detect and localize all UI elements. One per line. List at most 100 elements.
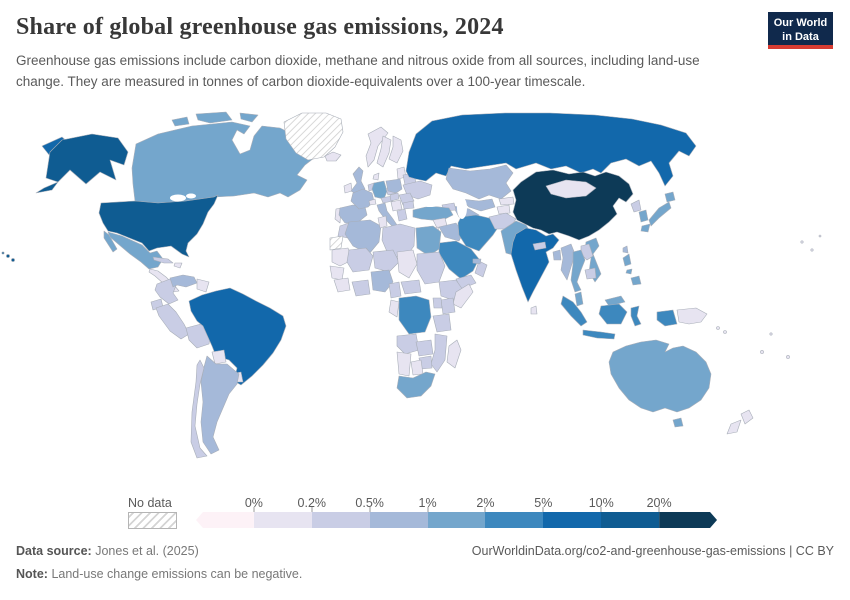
country-united-states-hawaii2[interactable] (11, 258, 15, 262)
no-data-swatch[interactable] (128, 512, 177, 529)
country-saudi-arabia[interactable] (438, 240, 480, 280)
country-central-african-republic[interactable] (400, 279, 422, 295)
country-indonesia-sulawesi[interactable] (630, 305, 642, 327)
country-tanzania[interactable] (432, 313, 452, 333)
country-madagascar[interactable] (446, 339, 462, 369)
country-switzerland[interactable] (368, 198, 377, 206)
country-botswana[interactable] (410, 359, 424, 376)
country-bangladesh[interactable] (552, 249, 562, 261)
country-guinea[interactable] (333, 277, 351, 293)
country-malaysia-peninsula[interactable] (574, 291, 584, 307)
country-canada-arctic2[interactable] (239, 112, 259, 123)
country-solomon2[interactable] (723, 330, 727, 334)
country-indonesia-java[interactable] (582, 329, 616, 340)
legend-bin[interactable] (543, 512, 602, 528)
country-tunisia[interactable] (377, 215, 388, 229)
country-hispaniola[interactable] (173, 262, 183, 269)
country-peru[interactable] (155, 303, 190, 340)
legend-bin[interactable] (196, 512, 254, 528)
country-denmark[interactable] (372, 172, 380, 181)
country-philippines-visayas[interactable] (625, 268, 633, 275)
country-australia[interactable] (608, 339, 712, 413)
country-japan-honshu[interactable] (648, 201, 672, 227)
legend-bin[interactable] (485, 512, 544, 528)
country-australia-tasmania[interactable] (672, 417, 684, 428)
country-new-zealand-south[interactable] (726, 419, 742, 435)
country-chile[interactable] (190, 359, 208, 459)
country-norway[interactable] (365, 126, 389, 168)
country-japan-kyushu[interactable] (640, 223, 651, 233)
country-nigeria[interactable] (370, 269, 394, 293)
country-nepal[interactable] (532, 241, 547, 251)
country-angola[interactable] (396, 333, 420, 355)
country-pacific-fiji[interactable] (786, 355, 790, 359)
country-kazakhstan[interactable] (445, 164, 514, 200)
country-poland[interactable] (385, 178, 403, 194)
country-united-states-hawaii1[interactable] (6, 254, 10, 258)
country-indonesia-sumatra[interactable] (560, 295, 588, 327)
legend-bin[interactable] (253, 512, 312, 528)
country-iceland[interactable] (324, 151, 342, 162)
country-zambia[interactable] (415, 339, 434, 357)
owid-attribution-link[interactable]: OurWorldinData.org/co2-and-greenhouse-ga… (471, 544, 834, 558)
country-mexico[interactable] (107, 231, 164, 270)
country-sweden[interactable] (376, 135, 392, 168)
country-solomon1[interactable] (716, 326, 720, 330)
country-kyrgyzstan[interactable] (498, 196, 515, 206)
country-turkey[interactable] (412, 205, 454, 222)
country-pacific-vanuatu[interactable] (769, 332, 773, 336)
country-russia[interactable] (405, 112, 697, 187)
country-united-states-aleutians[interactable] (35, 181, 59, 194)
country-united-states-hawaii3[interactable] (1, 251, 5, 255)
country-cambodia[interactable] (584, 267, 597, 280)
country-venezuela[interactable] (169, 274, 198, 288)
country-canada-arctic3[interactable] (171, 116, 190, 127)
country-guyana[interactable] (196, 278, 210, 293)
country-united-states[interactable] (98, 194, 219, 258)
country-united-states-alaska[interactable] (45, 133, 129, 185)
country-senegal[interactable] (329, 265, 345, 281)
legend-bin[interactable] (601, 512, 660, 528)
country-mexico-baja[interactable] (103, 230, 118, 253)
country-oman[interactable] (474, 260, 488, 278)
country-greenland[interactable] (283, 112, 344, 161)
country-china[interactable] (512, 169, 634, 241)
country-argentina[interactable] (200, 355, 240, 455)
country-namibia[interactable] (396, 351, 412, 377)
country-pacific-micronesia2[interactable] (810, 248, 814, 252)
country-uae[interactable] (472, 258, 482, 265)
country-tajikistan[interactable] (496, 204, 511, 215)
country-mali[interactable] (346, 247, 374, 273)
country-iran[interactable] (457, 214, 500, 252)
country-algeria[interactable] (344, 219, 382, 255)
country-pacific-micronesia3[interactable] (818, 234, 822, 238)
country-ivory-coast-ghana[interactable] (351, 279, 371, 297)
legend-bin[interactable] (659, 512, 717, 528)
country-south-africa[interactable] (396, 371, 436, 399)
country-indonesia-papua[interactable] (656, 309, 678, 327)
country-mongolia[interactable] (545, 179, 597, 199)
country-new-zealand-north[interactable] (740, 409, 754, 425)
country-canada-arctic1[interactable] (195, 111, 233, 124)
country-north-korea[interactable] (630, 199, 642, 213)
country-united-kingdom[interactable] (350, 166, 366, 196)
country-thailand[interactable] (570, 249, 586, 293)
country-chad[interactable] (396, 249, 418, 279)
country-uzbekistan[interactable] (460, 198, 496, 212)
country-japan-hokkaido[interactable] (664, 191, 676, 203)
legend-bin[interactable] (311, 512, 370, 528)
country-congo-gabon[interactable] (388, 299, 400, 318)
country-papua-new-guinea[interactable] (676, 307, 708, 325)
country-uganda[interactable] (432, 297, 443, 309)
country-india[interactable] (510, 227, 560, 303)
country-finland[interactable] (388, 135, 404, 164)
country-indonesia-kalimantan[interactable] (598, 303, 628, 325)
country-niger[interactable] (372, 249, 400, 273)
country-south-korea[interactable] (638, 209, 649, 223)
country-paraguay[interactable] (211, 349, 227, 365)
country-greece[interactable] (396, 208, 408, 222)
country-western-sahara[interactable] (329, 235, 344, 251)
country-myanmar[interactable] (560, 243, 576, 281)
country-ireland[interactable] (343, 182, 353, 194)
country-balkans[interactable] (390, 199, 403, 212)
